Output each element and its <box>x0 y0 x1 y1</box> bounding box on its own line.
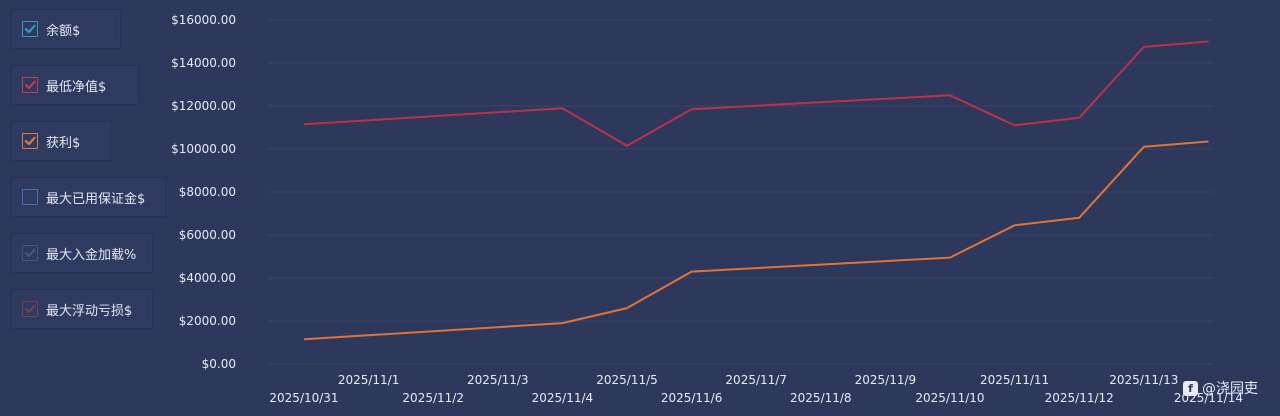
legend-label: 最低净值$ <box>46 79 107 95</box>
watermark: f @浇园吏 <box>1183 378 1258 398</box>
y-tick-label: $16000.00 <box>171 13 236 27</box>
checkbox-checked-icon[interactable] <box>22 245 38 261</box>
x-tick-label: 2025/11/13 <box>1109 373 1178 387</box>
x-tick-label: 2025/11/1 <box>338 373 400 387</box>
x-tick-label: 2025/11/4 <box>532 391 594 405</box>
x-tick-label: 2025/11/2 <box>402 391 464 405</box>
x-tick-label: 2025/11/12 <box>1045 391 1114 405</box>
y-tick-label: $4000.00 <box>179 271 236 285</box>
watermark-text: @浇园吏 <box>1202 381 1258 397</box>
x-tick-label: 2025/11/11 <box>980 373 1049 387</box>
legend-label: 最大入金加载% <box>46 247 137 263</box>
checkbox-checked-icon[interactable] <box>22 133 38 149</box>
legend-item-5[interactable]: 最大浮动亏损$ <box>11 289 153 329</box>
legend-item-4[interactable]: 最大入金加载% <box>11 233 153 273</box>
checkbox-checked-icon[interactable] <box>22 301 38 317</box>
legend-item-0[interactable]: 余额$ <box>11 9 121 49</box>
x-tick-label: 2025/11/10 <box>915 391 984 405</box>
checkbox-checked-icon[interactable] <box>22 21 38 37</box>
x-tick-label: 2025/11/6 <box>661 391 723 405</box>
legend-item-2[interactable]: 获利$ <box>11 121 111 161</box>
legend-label: 获利$ <box>46 135 81 151</box>
x-tick-label: 2025/11/9 <box>855 373 917 387</box>
series-line-1 <box>303 140 1209 341</box>
x-tick-label: 2025/11/7 <box>725 373 787 387</box>
legend-item-3[interactable]: 最大已用保证金$ <box>11 177 166 217</box>
y-tick-label: $6000.00 <box>179 228 236 242</box>
series-line-0 <box>303 40 1209 147</box>
y-tick-label: $8000.00 <box>179 185 236 199</box>
series-lines <box>303 40 1209 341</box>
legend-label: 余额$ <box>46 23 81 39</box>
x-tick-label: 2025/11/5 <box>596 373 658 387</box>
checkbox-checked-icon[interactable] <box>22 77 38 93</box>
facebook-icon: f <box>1183 380 1198 396</box>
legend-label: 最大已用保证金$ <box>46 191 146 207</box>
y-tick-label: $0.00 <box>202 357 236 371</box>
checkbox-unchecked-icon[interactable] <box>22 189 38 205</box>
y-tick-label: $14000.00 <box>171 56 236 70</box>
legend-item-1[interactable]: 最低净值$ <box>11 65 139 105</box>
x-tick-label: 2025/10/31 <box>269 391 338 405</box>
y-tick-label: $12000.00 <box>171 99 236 113</box>
y-axis-ticks: $0.00 $2000.00 $4000.00 $6000.00 $8000.00 $10… <box>171 13 236 371</box>
legend: 余额$ 最低净值$ 获利$ 最大已用保证金$ 最大入金加载% 最大浮动亏损$ <box>0 0 170 416</box>
x-tick-label: 2025/11/3 <box>467 373 529 387</box>
legend-label: 最大浮动亏损$ <box>46 303 133 319</box>
x-axis-ticks: 2025/10/312025/11/12025/11/22025/11/3202… <box>269 373 1243 405</box>
y-tick-label: $10000.00 <box>171 142 236 156</box>
grid-lines <box>268 19 1213 365</box>
y-tick-label: $2000.00 <box>179 314 236 328</box>
x-tick-label: 2025/11/8 <box>790 391 852 405</box>
